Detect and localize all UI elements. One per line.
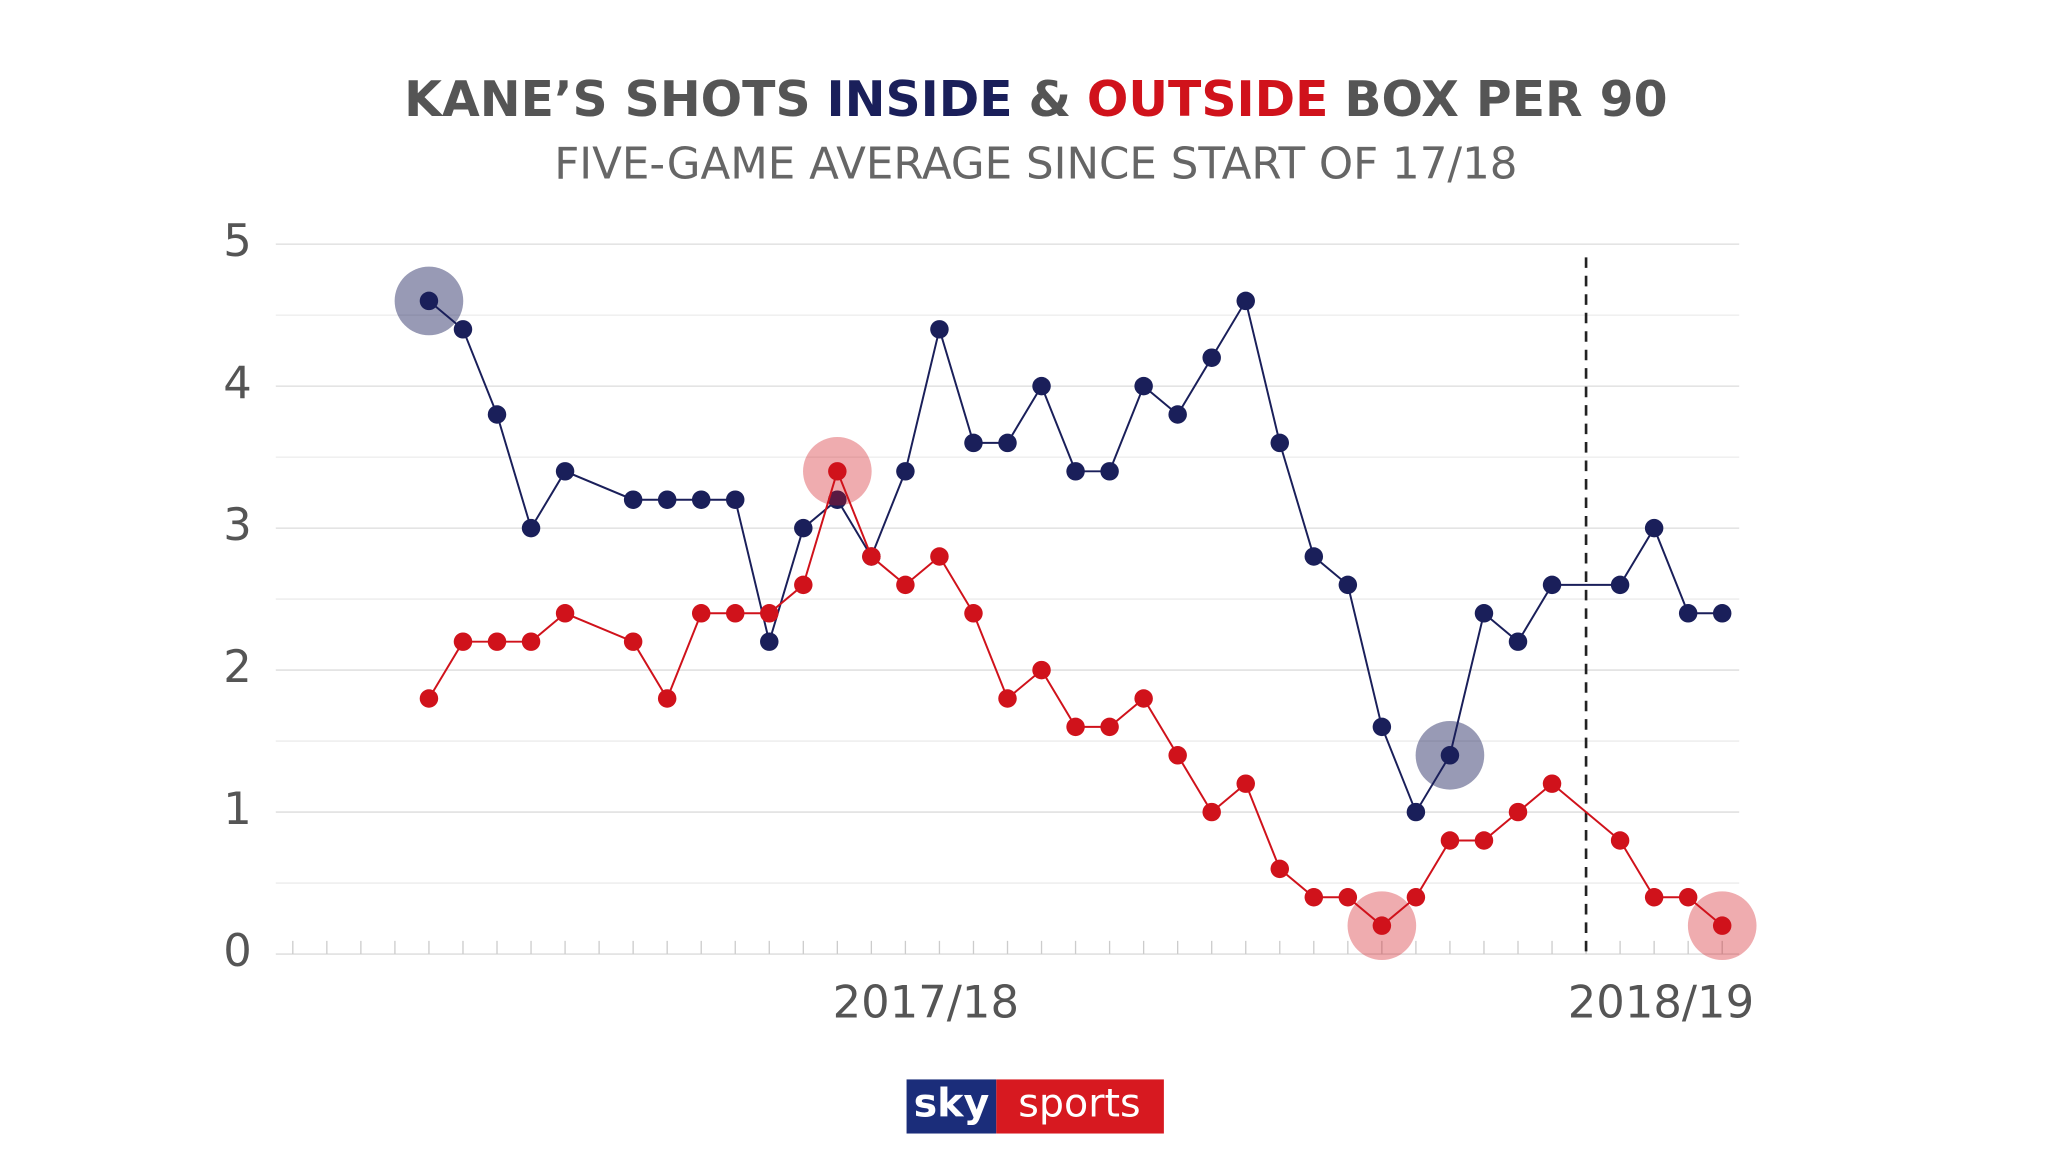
data-point — [1100, 717, 1119, 737]
y-tick-label: 5 — [223, 214, 252, 267]
data-point — [1678, 888, 1698, 907]
data-point — [487, 405, 507, 424]
data-point — [1440, 746, 1460, 765]
data-point — [1372, 916, 1392, 935]
data-point — [964, 433, 983, 453]
data-point — [1474, 604, 1494, 623]
title-part: & — [1029, 71, 1072, 128]
data-point — [419, 689, 439, 708]
data-point — [691, 490, 711, 509]
data-point — [657, 689, 677, 708]
data-point — [828, 462, 847, 481]
data-point — [1644, 888, 1664, 907]
data-point — [1270, 433, 1290, 453]
data-point — [1338, 888, 1358, 907]
data-point — [998, 689, 1017, 708]
data-point — [1168, 746, 1187, 765]
data-point — [453, 632, 473, 651]
data-point — [1202, 802, 1221, 822]
data-point — [1508, 632, 1528, 651]
data-point — [760, 632, 779, 651]
data-point — [1236, 291, 1255, 311]
data-point — [1304, 888, 1324, 907]
series-line — [428, 468, 1723, 927]
data-point — [1134, 689, 1153, 708]
data-point — [419, 291, 439, 311]
data-point — [623, 490, 643, 509]
data-point — [1304, 547, 1324, 566]
data-point — [1712, 916, 1732, 935]
data-point — [1542, 774, 1562, 793]
data-point — [487, 632, 507, 651]
logo-text: sports — [1018, 1080, 1140, 1126]
data-point — [1270, 859, 1290, 879]
title-part: KANE’S SHOTS — [404, 71, 810, 128]
data-point — [1202, 348, 1221, 367]
data-point — [1474, 831, 1494, 850]
data-point — [1100, 462, 1119, 481]
data-point — [896, 462, 915, 481]
data-point — [964, 604, 983, 623]
data-point — [623, 632, 643, 651]
data-point — [930, 320, 949, 339]
data-point — [1032, 376, 1051, 396]
data-point — [1440, 831, 1460, 850]
data-point — [555, 462, 575, 481]
data-point — [691, 604, 711, 623]
y-tick-label: 0 — [223, 924, 252, 977]
logo-sky-box — [906, 1079, 997, 1134]
logo: sky sports — [906, 1079, 1164, 1134]
data-point — [1406, 888, 1426, 907]
data-point — [896, 575, 915, 595]
data-point — [555, 604, 575, 623]
data-point — [657, 490, 677, 509]
data-point — [726, 490, 745, 509]
data-point — [521, 632, 541, 651]
y-tick-label: 4 — [223, 356, 252, 409]
data-point — [1678, 604, 1698, 623]
data-point — [1644, 518, 1664, 538]
logo-sports-box — [996, 1079, 1164, 1134]
data-point — [1542, 575, 1562, 595]
data-point — [1168, 405, 1187, 424]
data-point — [1066, 462, 1085, 481]
plot: 0 1 2 3 4 5 2017/18 2018/19 — [223, 214, 1757, 1029]
data-point — [1610, 831, 1630, 850]
data-point — [828, 490, 847, 509]
y-tick-label: 1 — [223, 782, 252, 835]
y-tick-label: 2 — [223, 640, 252, 693]
x-tick-label: 2018/19 — [1568, 976, 1754, 1029]
data-point — [930, 547, 949, 566]
data-point — [521, 518, 541, 538]
chart-title: KANE’S SHOTS INSIDE & OUTSIDE BOX PER 90 — [404, 71, 1667, 128]
data-point — [794, 575, 813, 595]
title-part: BOX PER 90 — [1344, 71, 1667, 128]
data-point — [1508, 802, 1528, 822]
data-point — [1338, 575, 1358, 595]
data-point — [862, 547, 881, 566]
data-point — [1406, 802, 1426, 822]
title-part: OUTSIDE — [1087, 71, 1329, 128]
data-point — [760, 604, 779, 623]
data-point — [1032, 660, 1051, 680]
title-part: INSIDE — [826, 71, 1012, 128]
data-point — [1134, 376, 1153, 396]
data-point — [1236, 774, 1255, 793]
data-point — [1610, 575, 1630, 595]
data-point — [726, 604, 745, 623]
data-point — [1066, 717, 1085, 737]
chart-subtitle: FIVE-GAME AVERAGE SINCE START OF 17/18 — [554, 139, 1517, 189]
y-tick-label: 3 — [223, 498, 252, 551]
data-point — [998, 433, 1017, 453]
data-point — [453, 320, 473, 339]
data-point — [1372, 717, 1392, 737]
logo-text: sky — [914, 1080, 990, 1126]
data-point — [1712, 604, 1732, 623]
x-tick-label: 2017/18 — [833, 976, 1019, 1029]
data-point — [794, 518, 813, 538]
